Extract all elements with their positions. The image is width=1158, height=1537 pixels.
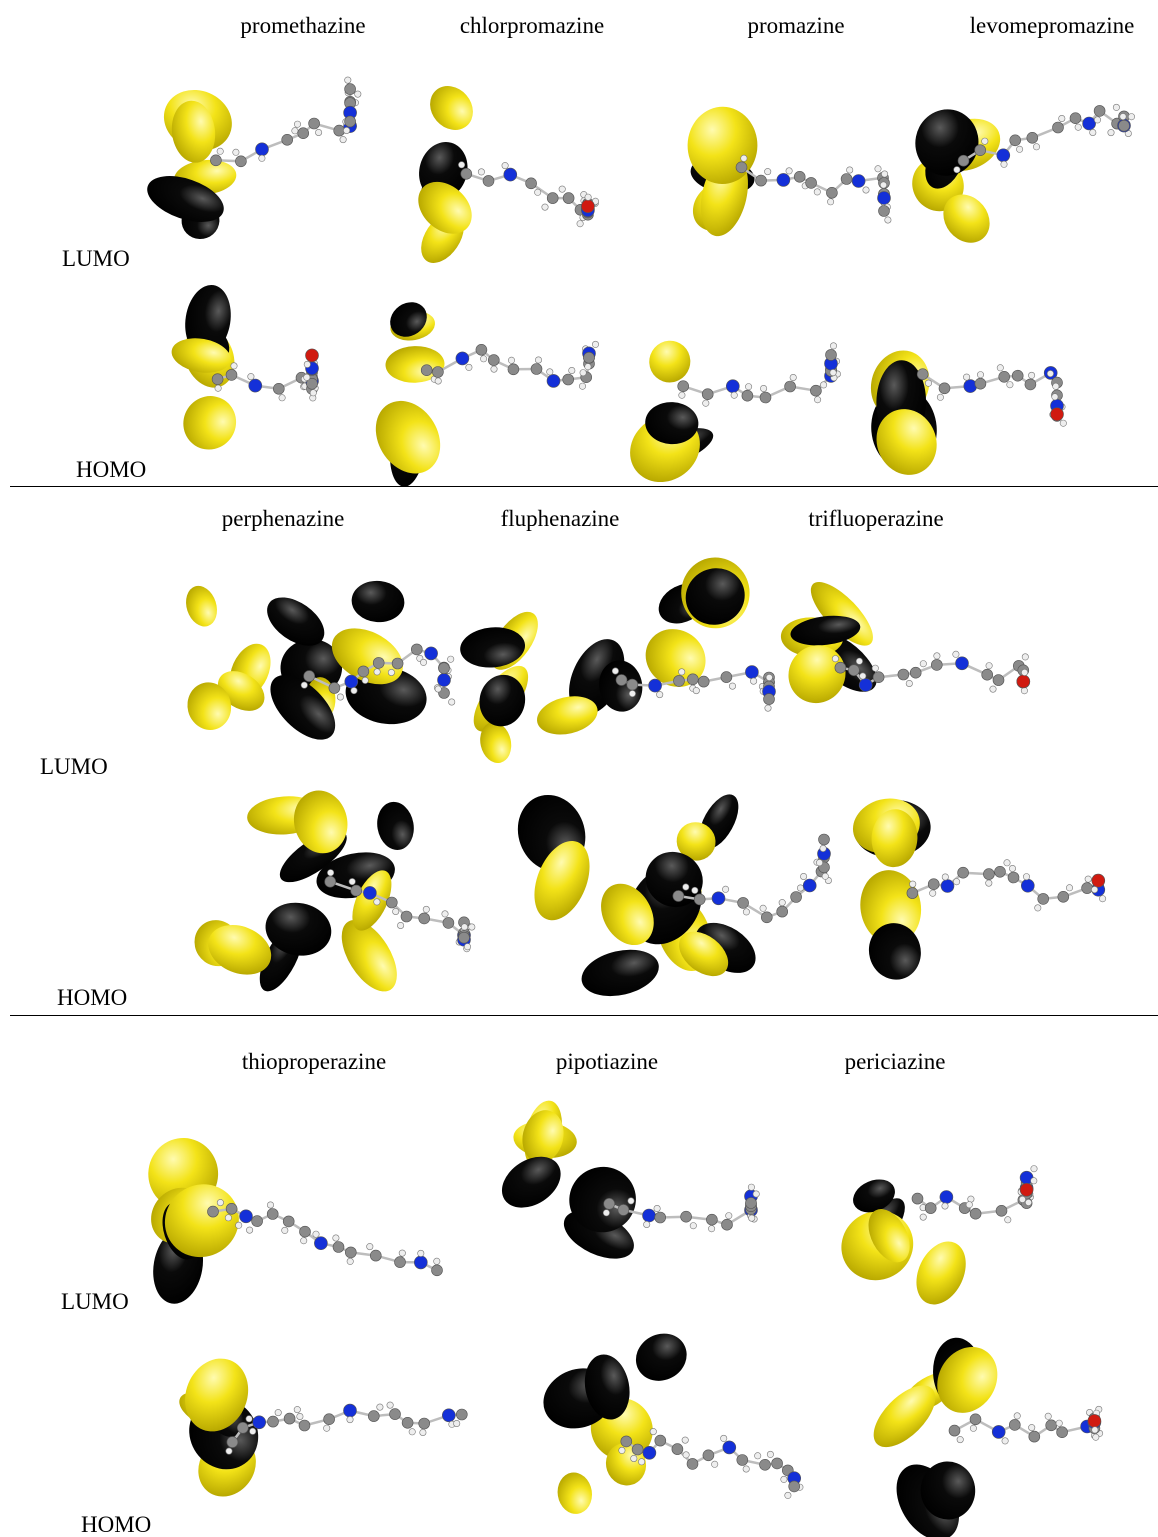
orbital-image-thioproperazine-homo	[179, 1355, 480, 1520]
molecule-name-chlorpromazine: chlorpromazine	[459, 13, 605, 38]
orbital-image-chlorpromazine-lumo	[418, 75, 620, 263]
molecule-name-promazine: promazine	[747, 13, 845, 38]
lumo-label-panel-1: LUMO	[62, 246, 130, 271]
orbital-image-thioproperazine-lumo	[148, 1105, 460, 1304]
homo-label-panel-1: HOMO	[76, 457, 147, 482]
homo-label-panel-2: HOMO	[57, 985, 128, 1010]
molecule-name-periciazine: periciazine	[844, 1049, 946, 1074]
molecule-name-thioproperazine: thioproperazine	[241, 1049, 387, 1074]
orbital-image-trifluoperazine-lumo	[780, 575, 1040, 770]
orbital-image-chlorpromazine-homo	[375, 285, 600, 487]
homo-label-panel-3: HOMO	[81, 1512, 152, 1537]
molecule-name-perphenazine: perphenazine	[221, 506, 345, 531]
orbital-image-perphenazine-lumo	[180, 570, 456, 755]
molecule-name-promethazine: promethazine	[240, 13, 366, 38]
orbital-image-promazine-homo	[630, 285, 865, 483]
orbital-image-promethazine-lumo	[147, 75, 370, 265]
lumo-label-panel-2: LUMO	[40, 754, 108, 779]
orbital-image-perphenazine-homo	[185, 790, 476, 992]
orbital-image-periciazine-lumo	[841, 1125, 1060, 1305]
orbital-image-promethazine-homo	[171, 284, 355, 460]
panel-divider-2	[10, 1015, 1158, 1016]
molecule-name-levomepromazine: levomepromazine	[969, 13, 1135, 38]
orbital-image-fluphenazine-lumo	[460, 557, 776, 764]
orbital-image-levomepromazine-homo	[870, 282, 1095, 475]
orbital-image-fluphenazine-homo	[517, 790, 832, 997]
orbital-image-pipotiazine-lumo	[501, 1100, 780, 1290]
panel-divider-1	[10, 486, 1158, 487]
orbital-image-promazine-lumo	[687, 90, 892, 250]
lumo-label-panel-3: LUMO	[61, 1289, 129, 1314]
molecule-name-fluphenazine: fluphenazine	[500, 506, 620, 531]
orbital-image-trifluoperazine-homo	[852, 798, 1115, 995]
molecule-name-pipotiazine: pipotiazine	[555, 1049, 659, 1074]
orbital-image-pipotiazine-homo	[540, 1325, 825, 1530]
orbital-image-periciazine-homo	[870, 1325, 1135, 1537]
orbital-image-levomepromazine-lumo	[912, 95, 1136, 255]
molecule-name-trifluoperazine: trifluoperazine	[808, 506, 944, 531]
